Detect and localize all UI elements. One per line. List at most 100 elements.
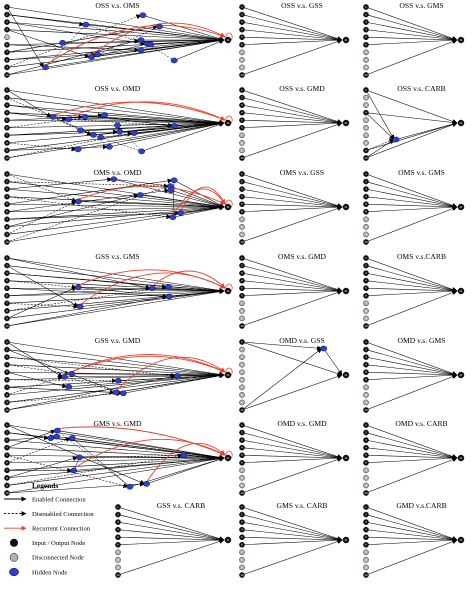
- input-node: [239, 102, 245, 108]
- output-node: [224, 36, 232, 44]
- output-node-label: 11: [459, 289, 463, 293]
- enabled-connection: [6, 456, 225, 486]
- input-node: [4, 49, 10, 56]
- input-node: [363, 239, 369, 245]
- input-node-label: 3: [365, 187, 367, 191]
- hidden-connection: [140, 39, 175, 61]
- input-node: [239, 26, 245, 33]
- disconnected-node: [239, 216, 245, 223]
- input-node: [239, 117, 245, 124]
- disconnected-node: [363, 231, 369, 238]
- input-node: [363, 504, 369, 510]
- input-node-label: 6: [365, 43, 367, 47]
- input-node: [4, 147, 10, 154]
- input-node: [363, 270, 369, 276]
- input-node-label: 1: [365, 88, 367, 92]
- panel: OMS v.s. GSS 1 2 3 4 5 6 7 8 9 10 11: [239, 168, 350, 245]
- disabled-connection: [6, 453, 183, 486]
- input-node-label: 4: [365, 528, 367, 532]
- disabled-connection: [6, 378, 117, 384]
- enabled-connection: [169, 288, 225, 297]
- disconnected-node: [363, 300, 369, 307]
- enabled-connection: [68, 372, 225, 388]
- legend-swatch: [9, 567, 19, 577]
- input-node-label: 4: [365, 363, 367, 367]
- input-node: [239, 19, 245, 25]
- input-node-label: 8: [6, 225, 8, 229]
- input-node: [363, 34, 369, 41]
- input-node: [363, 155, 369, 161]
- enabled-connection: [117, 529, 225, 543]
- input-node: [363, 201, 369, 208]
- legend-label: Input / Output Node: [32, 540, 85, 547]
- input-node-label: 5: [365, 35, 367, 39]
- enabled-connection: [365, 506, 458, 541]
- disconnected-node: [239, 300, 245, 307]
- input-node-label: 8: [365, 58, 367, 62]
- input-node: [239, 339, 245, 345]
- input-node-label: 10: [240, 324, 244, 328]
- input-node: [4, 315, 10, 322]
- input-node: [4, 467, 10, 474]
- input-node-label: 3: [365, 520, 367, 524]
- enabled-connection: [365, 364, 458, 377]
- input-node: [4, 292, 10, 299]
- input-node-label: 2: [241, 347, 243, 351]
- enabled-connection: [365, 371, 458, 378]
- input-node: [115, 534, 121, 541]
- panel: OMS v.s. GMS 1 2 3 4 5 6 7 8 9 10 11: [363, 168, 465, 245]
- enabled-connection: [365, 349, 458, 377]
- hidden-node: [114, 377, 122, 384]
- hidden-node: [139, 12, 147, 19]
- panel-title: OMS v.s. OMD: [93, 168, 142, 177]
- hidden-connection: [53, 116, 94, 136]
- panel-title: OMD v.s. GMD: [277, 419, 327, 428]
- input-node: [4, 201, 10, 208]
- enabled-connection: [6, 121, 225, 159]
- input-node: [363, 459, 369, 466]
- input-node: [239, 41, 245, 48]
- input-node: [4, 132, 10, 139]
- input-node: [4, 239, 10, 245]
- input-node-label: 4: [365, 279, 367, 283]
- input-node-label: 5: [365, 202, 367, 206]
- enabled-connection: [365, 37, 458, 46]
- disabled-connection: [6, 14, 142, 68]
- input-node-label: 1: [241, 5, 243, 9]
- input-node-label: 1: [365, 172, 367, 176]
- panel: GMD v.s.CARB 1 2 3 4 5 6 7 8 9 10 11: [363, 501, 465, 578]
- input-node-label: 1: [6, 5, 8, 9]
- input-node-label: 4: [241, 446, 243, 450]
- enabled-connection: [142, 14, 225, 42]
- output-node-label: 11: [226, 205, 230, 209]
- hidden-node: [116, 129, 124, 135]
- input-node-label: 6: [241, 378, 243, 382]
- hidden-node: [94, 51, 102, 58]
- input-node-label: 3: [241, 271, 243, 275]
- input-node-label: 4: [241, 363, 243, 367]
- hidden-node: [53, 427, 61, 434]
- input-node: [363, 277, 369, 284]
- input-node-label: 8: [365, 309, 367, 313]
- input-node-label: 5: [6, 286, 8, 290]
- input-node: [239, 437, 245, 443]
- disconnected-node: [239, 557, 245, 563]
- input-node: [4, 178, 10, 185]
- input-node-label: 10: [364, 73, 368, 77]
- input-node-label: 3: [6, 103, 8, 107]
- input-node-label: 1: [365, 423, 367, 427]
- enabled-connection: [241, 119, 343, 126]
- input-node: [239, 239, 245, 245]
- hidden-connection: [113, 178, 171, 187]
- enabled-connection: [6, 265, 225, 293]
- panel-title: OSS v.s. OMS: [95, 1, 139, 10]
- hidden-connection: [57, 430, 131, 487]
- hidden-node: [148, 285, 156, 291]
- input-node: [239, 262, 245, 269]
- input-node-label: 10: [364, 408, 368, 412]
- input-node-label: 7: [241, 133, 243, 137]
- hidden-node: [137, 47, 145, 53]
- input-node: [239, 452, 245, 459]
- legend-item-hidden: Hidden Node: [9, 567, 67, 577]
- input-node: [4, 262, 10, 269]
